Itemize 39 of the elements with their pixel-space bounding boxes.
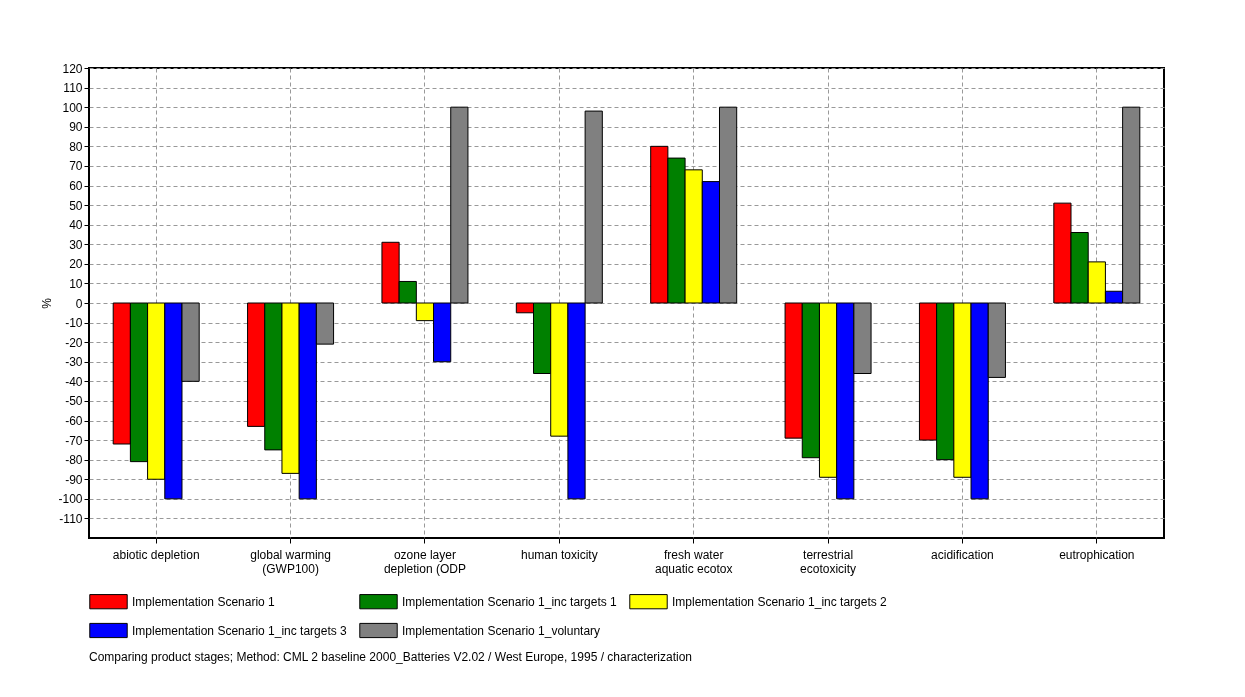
- y-tick-label: 80: [69, 139, 83, 154]
- legend-label: Implementation Scenario 1_inc targets 1: [402, 594, 618, 609]
- y-tick-label: -60: [65, 414, 83, 428]
- y-tick-label: -50: [65, 394, 83, 409]
- y-tick-label: 90: [69, 120, 83, 135]
- y-tick-label: -110: [59, 511, 83, 526]
- text: Comparing product stages; Method: CML 2 baseline 2000_Batteries V2.02 / West Europe, 1995 / characterization: [89, 650, 693, 664]
- y-tick-label: -10: [65, 316, 83, 331]
- legend-label: Implementation Scenario 1: [132, 594, 276, 609]
- y-tick-label: 40: [69, 218, 83, 233]
- x-tick-label: human toxicity: [520, 547, 598, 562]
- y-tick-label: -100: [58, 492, 83, 507]
- legend-label: Implementation Scenario 1_inc targets 2: [672, 594, 888, 609]
- y-tick-label: 30: [69, 237, 83, 252]
- y-tick-label: 70: [69, 159, 83, 174]
- x-tick-label: fresh water aquatic ecotox: [654, 547, 733, 576]
- legend-label: Implementation Scenario 1_voluntary: [402, 623, 601, 638]
- y-tick-label: 60: [69, 179, 83, 193]
- x-tick-label: global warming (GWP100): [250, 547, 331, 576]
- y-tick-label: -30: [65, 355, 83, 370]
- x-tick-label: abiotic depletion: [112, 547, 200, 562]
- y-axis-title: %: [40, 297, 55, 309]
- y-tick-label: -20: [65, 335, 83, 350]
- x-tick-label: terrestrial ecotoxicity: [800, 547, 857, 576]
- y-tick-label: 50: [69, 198, 83, 213]
- x-tick-label: eutrophication: [1059, 547, 1135, 562]
- x-tick-label: acidification: [931, 547, 994, 562]
- x-tick-label: ozone layer depletion (ODP: [383, 547, 466, 576]
- y-tick-label: -90: [65, 472, 83, 487]
- y-tick-label: 20: [69, 257, 83, 272]
- y-tick-label: 100: [62, 100, 83, 115]
- y-tick-label: 10: [69, 276, 83, 291]
- legend-label: Implementation Scenario 1_inc targets 3: [132, 623, 348, 638]
- y-tick-label: 110: [63, 81, 83, 96]
- y-tick-label: -40: [65, 374, 83, 389]
- y-tick-label: 120: [62, 61, 83, 76]
- y-tick-label: -70: [65, 433, 83, 448]
- y-tick-label: -80: [65, 453, 83, 468]
- y-tick-label: 0: [75, 296, 83, 311]
